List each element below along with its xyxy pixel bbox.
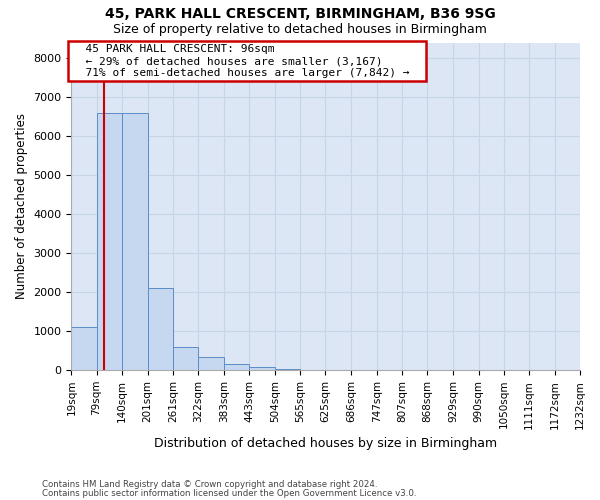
Bar bbox=[275, 368, 301, 370]
X-axis label: Distribution of detached houses by size in Birmingham: Distribution of detached houses by size … bbox=[154, 437, 497, 450]
Bar bbox=[173, 347, 199, 370]
Bar bbox=[97, 112, 122, 370]
Bar bbox=[122, 112, 148, 370]
Text: Contains HM Land Registry data © Crown copyright and database right 2024.: Contains HM Land Registry data © Crown c… bbox=[42, 480, 377, 489]
Bar bbox=[199, 356, 224, 370]
Bar bbox=[249, 368, 275, 370]
Text: Contains public sector information licensed under the Open Government Licence v3: Contains public sector information licen… bbox=[42, 489, 416, 498]
Y-axis label: Number of detached properties: Number of detached properties bbox=[15, 114, 28, 300]
Bar bbox=[224, 364, 249, 370]
Bar bbox=[71, 328, 97, 370]
Text: 45, PARK HALL CRESCENT, BIRMINGHAM, B36 9SG: 45, PARK HALL CRESCENT, BIRMINGHAM, B36 … bbox=[104, 8, 496, 22]
Text: Size of property relative to detached houses in Birmingham: Size of property relative to detached ho… bbox=[113, 22, 487, 36]
Bar bbox=[148, 288, 173, 370]
Text: 45 PARK HALL CRESCENT: 96sqm
  ← 29% of detached houses are smaller (3,167)
  71: 45 PARK HALL CRESCENT: 96sqm ← 29% of de… bbox=[72, 44, 423, 78]
